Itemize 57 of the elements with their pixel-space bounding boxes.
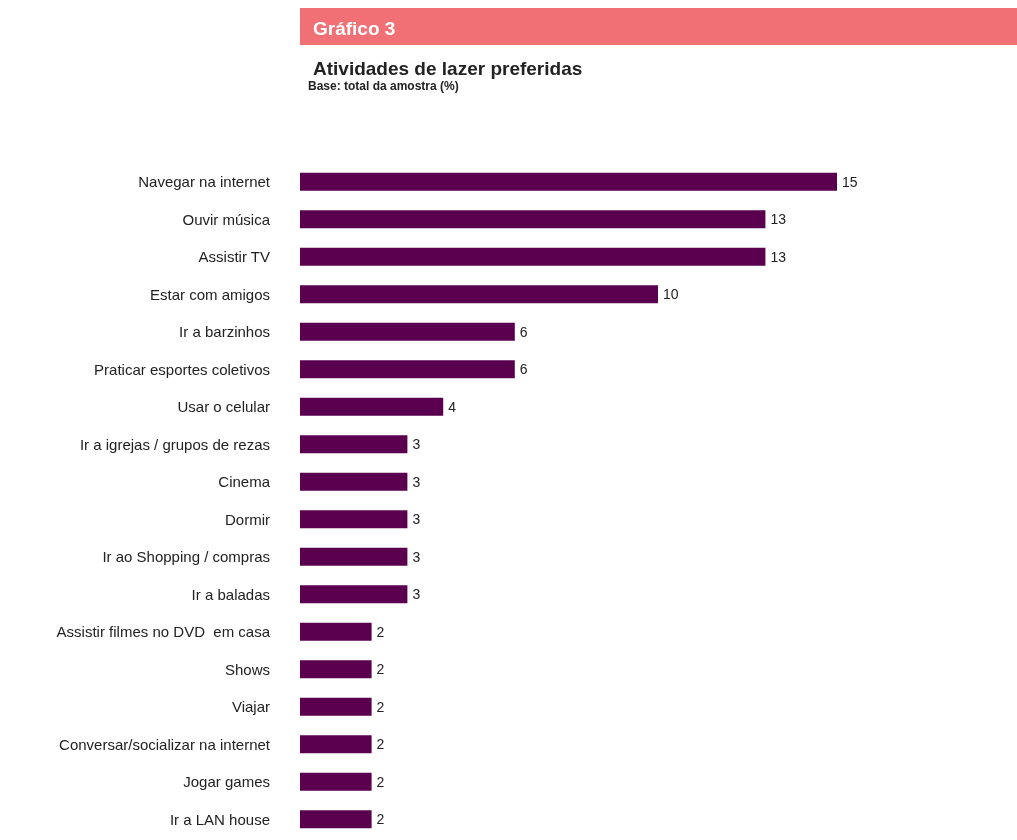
y-tick-label: Ir a barzinhos xyxy=(179,323,270,341)
data-label: 3 xyxy=(412,586,421,603)
chart-title: Gráfico 3 xyxy=(313,18,396,39)
y-tick-label: Ir a baladas xyxy=(191,585,270,603)
y-tick-label: Ouvir música xyxy=(182,210,271,228)
y-tick-label: Ir ao Shopping / compras xyxy=(102,548,270,566)
y-tick-label: Assistir filmes no DVD em casa xyxy=(56,623,271,641)
data-label: 3 xyxy=(412,436,421,453)
data-label: 2 xyxy=(376,773,385,790)
data-label: 4 xyxy=(448,398,457,415)
bar xyxy=(300,322,515,341)
data-label: 3 xyxy=(412,548,421,565)
data-label: 6 xyxy=(519,361,528,378)
y-tick-label: Ir a igrejas / grupos de rezas xyxy=(79,435,270,453)
data-label: 3 xyxy=(412,511,421,528)
data-label: 13 xyxy=(770,211,787,228)
bar xyxy=(300,435,408,454)
y-tick-label: Jogar games xyxy=(183,773,270,791)
data-label: 2 xyxy=(376,736,385,753)
y-tick-label: Viajar xyxy=(231,698,270,716)
y-tick-label: Navegar na internet xyxy=(138,173,271,191)
y-tick-label: Praticar esportes coletivos xyxy=(94,360,270,378)
bar xyxy=(300,585,408,604)
text: Base: total da amostra (%) xyxy=(308,79,459,93)
y-tick-label: Assistir TV xyxy=(198,248,270,266)
bar xyxy=(300,547,408,566)
bar xyxy=(300,397,444,416)
bar xyxy=(300,210,766,229)
y-tick-label: Usar o celular xyxy=(177,398,270,416)
data-label: 10 xyxy=(663,286,679,303)
bar xyxy=(300,735,372,754)
bar xyxy=(300,472,408,491)
y-tick-label: Ir a LAN house xyxy=(169,810,270,828)
y-tick-label: Shows xyxy=(224,660,270,678)
data-label: 2 xyxy=(376,698,385,715)
bar xyxy=(300,697,372,716)
data-label: 2 xyxy=(376,811,385,828)
y-tick-label: Estar com amigos xyxy=(149,285,270,303)
y-tick-label: Dormir xyxy=(225,510,270,528)
data-label: 2 xyxy=(376,661,385,678)
bar xyxy=(300,772,372,791)
bar xyxy=(300,360,515,379)
data-label: 15 xyxy=(842,173,858,190)
bar xyxy=(300,285,658,304)
y-tick-label: Cinema xyxy=(218,473,271,491)
bar xyxy=(300,810,372,829)
y-tick-label: Conversar/socializar na internet xyxy=(59,735,271,753)
bar xyxy=(300,247,766,266)
bar xyxy=(300,660,372,679)
data-label: 2 xyxy=(376,623,385,640)
bar xyxy=(300,510,408,529)
bar xyxy=(300,172,837,191)
data-label: 3 xyxy=(412,473,421,490)
bar xyxy=(300,622,372,641)
data-label: 6 xyxy=(519,323,528,340)
chart-subtitle: Atividades de lazer preferidas xyxy=(313,58,583,79)
data-label: 13 xyxy=(770,248,787,265)
